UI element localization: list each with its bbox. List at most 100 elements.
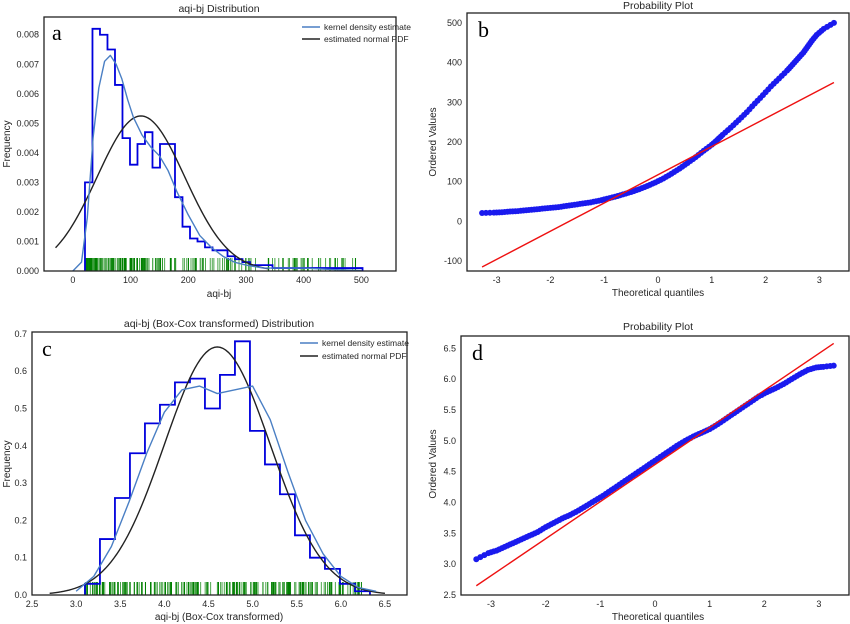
panel-b-xtick-label: -2 [546,275,554,285]
panel-c-xtick-label: 5.0 [246,599,259,609]
panel-b-letter: b [478,17,489,42]
panel-a-normal-pdf-line [55,115,270,270]
panel-c-xtick-label: 2.5 [26,599,39,609]
panel-c-ytick-label: 0.0 [14,590,27,600]
panel-d-point [830,362,837,369]
panel-a-xtick-label: 400 [296,275,311,285]
panel-c-kde-line [75,385,377,592]
panel-c-title: aqi-bj (Box-Cox transformed) Distributio… [124,318,314,330]
panel-a-ytick-label: 0.000 [16,266,39,276]
panel-b-xtick-label: 1 [709,275,714,285]
panel-b: Probability Plot -3 -2 -1 0 1 2 3 -100 0 100 200 30… [428,0,850,299]
panel-b-plot: -3 -2 -1 0 1 2 3 -100 0 100 200 300 400 500 [444,18,837,285]
panel-c-legend-normal-label: estimated normal PDF [322,351,407,361]
panel-a-legend: kernel density estimate estimated normal… [302,22,411,44]
panel-a: aqi-bj Distribution 0 100 200 300 400 500 0.00… [2,3,411,300]
panel-b-fit-line [481,81,835,268]
panel-a-title: aqi-bj Distribution [178,3,259,15]
panel-c-xtick-label: 5.5 [290,599,303,609]
panel-a-legend-kde-label: kernel density estimate [324,22,411,32]
panel-b-title: Probability Plot [623,0,693,12]
panel-d-ytick-label: 3.5 [443,528,456,538]
panel-a-xtick-label: 200 [181,275,196,285]
panel-d-title: Probability Plot [623,321,693,333]
panel-a-plot: 0 100 200 300 400 500 0.000 0.001 0.002 0.003 0.00… [16,27,369,285]
panel-d-ytick-label: 6.0 [443,374,456,384]
panel-d-xtick-label: 1 [707,599,712,609]
panel-b-xlabel: Theoretical quantiles [612,288,704,299]
panel-c-xtick-label: 6.5 [379,599,392,609]
panel-b-xtick-label: -3 [493,275,501,285]
panel-a-ytick-label: 0.003 [16,177,39,187]
panel-d-xtick-label: 2 [762,599,767,609]
panel-a-ytick-label: 0.008 [16,30,39,40]
panel-d-ylabel: Ordered Values [428,429,439,498]
panel-c-ytick-label: 0.6 [14,366,27,376]
panel-c-legend: kernel density estimate estimated normal… [300,338,409,361]
panel-c-xtick-label: 4.5 [202,599,215,609]
panel-d-xtick-label: -1 [596,599,604,609]
panel-d-xtick-label: -2 [542,599,550,609]
panel-d-xtick-label: 3 [816,599,821,609]
panel-c-plot: 2.5 3.0 3.5 4.0 4.5 5.0 5.5 6.0 6.5 0.0 0.1 0.2 0.3 0… [14,329,391,609]
panel-c-ytick-label: 0.2 [14,515,27,525]
panel-d-xlabel: Theoretical quantiles [612,612,704,623]
panel-d-plot: -3 -2 -1 0 1 2 3 2.5 3.0 3.5 4.0 4.5 5.0 5.5 6.0 6.5 [443,342,837,609]
panel-c-xtick-label: 3.0 [70,599,83,609]
panel-b-xtick-label: 2 [763,275,768,285]
panel-d-ytick-label: 4.0 [443,498,456,508]
panel-d-ytick-label: 3.0 [443,559,456,569]
panel-c-xtick-label: 3.5 [114,599,127,609]
panel-c-histogram [84,340,371,595]
panel-d-frame [460,335,850,596]
panel-c-legend-kde-label: kernel density estimate [322,338,409,348]
panel-c-xtick-label: 4.0 [158,599,171,609]
panel-b-xtick-label: 0 [655,275,660,285]
panel-c-ytick-label: 0.7 [14,329,27,339]
panel-a-xtick-label: 500 [354,275,369,285]
panel-a-ytick-label: 0.006 [16,89,39,99]
panel-c-ytick-label: 0.5 [14,403,27,413]
panel-d-ytick-label: 5.5 [443,405,456,415]
panel-a-legend-normal-label: estimated normal PDF [324,34,409,44]
panel-b-ytick-label: -100 [444,256,462,266]
panel-a-ytick-label: 0.005 [16,118,39,128]
panel-a-xlabel: aqi-bj [207,289,231,300]
panel-b-ytick-label: 300 [447,97,462,107]
panel-a-frame [43,16,397,272]
panel-d-ytick-label: 6.5 [443,343,456,353]
panel-c: aqi-bj (Box-Cox transformed) Distributio… [2,318,409,623]
panel-b-ytick-label: 500 [447,18,462,28]
panel-c-ytick-label: 0.4 [14,441,27,451]
panel-d-ytick-label: 2.5 [443,590,456,600]
panel-a-xtick-label: 100 [123,275,138,285]
panel-a-ytick-label: 0.004 [16,148,39,158]
panel-c-xtick-label: 6.0 [335,599,348,609]
panel-c-normal-pdf-line [49,346,386,595]
panel-c-ytick-label: 0.1 [14,553,27,563]
panel-c-ytick-label: 0.3 [14,478,27,488]
panel-d-fit-line [475,342,835,587]
panel-a-histogram [84,27,364,271]
panel-b-ytick-label: 0 [457,216,462,226]
panel-a-letter: a [52,20,62,45]
panel-a-ytick-label: 0.001 [16,236,39,246]
panel-c-ylabel: Frequency [2,440,13,487]
panel-b-xtick-label: 3 [817,275,822,285]
panel-d-xtick-label: 0 [652,599,657,609]
panel-b-frame [466,12,850,272]
panel-b-ytick-label: 400 [447,58,462,68]
panel-a-ytick-label: 0.007 [16,59,39,69]
panel-b-ytick-label: 200 [447,137,462,147]
panel-d-xtick-label: -3 [487,599,495,609]
panel-b-ytick-label: 100 [447,177,462,187]
panel-d: Probability Plot -3 -2 -1 0 1 2 3 2.5 3.0 3.5 4.0 4… [428,321,850,623]
panel-a-ytick-label: 0.002 [16,207,39,217]
panel-d-ytick-label: 4.5 [443,467,456,477]
panel-a-xtick-label: 300 [238,275,253,285]
panel-b-ylabel: Ordered Values [428,107,439,176]
panel-c-letter: c [42,336,52,361]
panel-c-frame [31,331,408,596]
panel-d-letter: d [472,340,483,365]
